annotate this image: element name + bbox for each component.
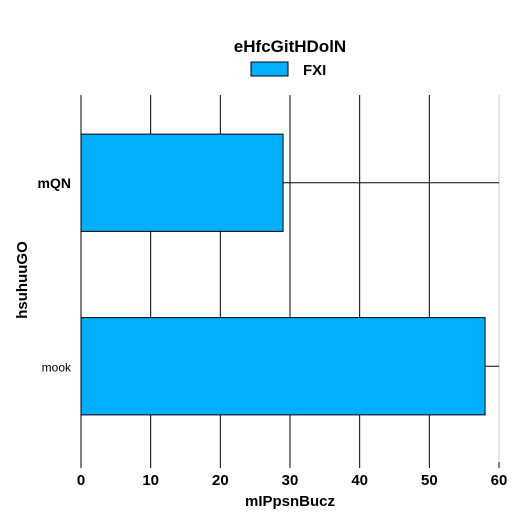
chart-title: eHfcGitHDolN [234, 37, 346, 56]
bars [80, 133, 486, 416]
legend-label: FXI [303, 62, 326, 79]
x-axis-title: mIPpsnBucz [245, 493, 335, 510]
x-tick-label: 30 [282, 472, 299, 489]
bar-mook [80, 317, 486, 416]
legend: FXI [250, 61, 326, 79]
y-axis-title: hsuhuuGO [14, 241, 31, 319]
legend-swatch [250, 61, 289, 77]
y-category-label: mQN [38, 175, 71, 191]
y-category-label: mook [42, 360, 72, 374]
x-axis-ticks: 0 10 20 30 40 50 60 [77, 462, 508, 489]
x-tick-label: 20 [212, 472, 229, 489]
x-tick-label: 0 [77, 472, 85, 489]
bar-mQN [80, 133, 284, 232]
x-tick-label: 50 [421, 472, 438, 489]
x-tick-label: 10 [142, 472, 159, 489]
x-tick-label: 40 [351, 472, 368, 489]
x-tick-label: 60 [491, 472, 508, 489]
y-axis-categories: mQN mook [38, 175, 72, 375]
